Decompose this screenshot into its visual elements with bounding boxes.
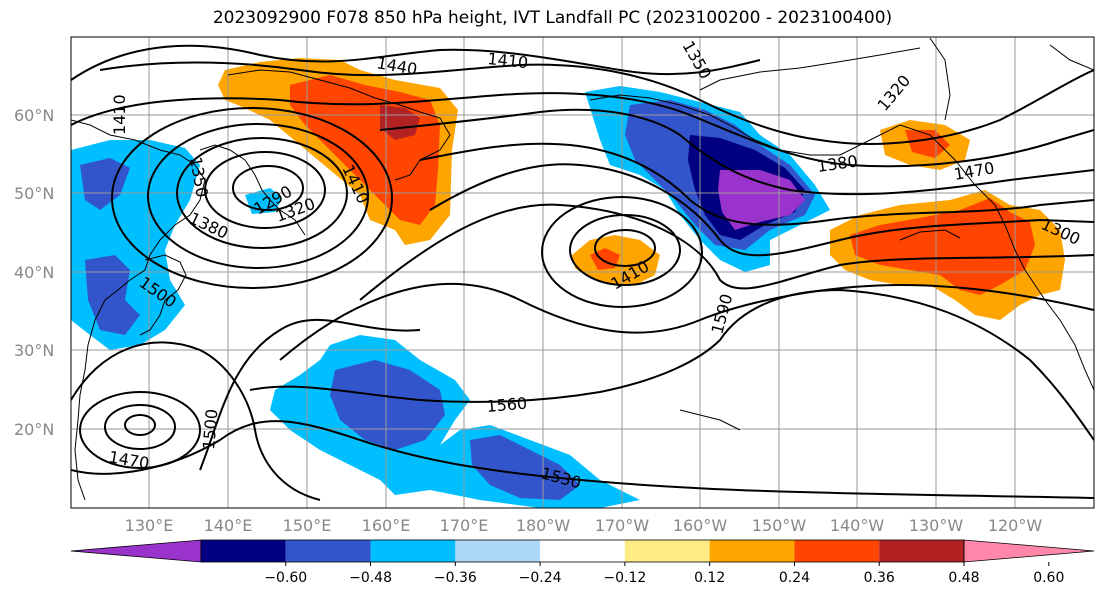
colorbar-extend-high bbox=[963, 539, 1095, 563]
colorbar-swatch bbox=[285, 540, 371, 562]
lon-label-150w: 150°W bbox=[752, 516, 807, 535]
colorbar-tick-label: 0.12 bbox=[694, 570, 725, 586]
map-title: 2023092900 F078 850 hPa height, IVT Land… bbox=[212, 8, 893, 28]
lat-label-40: 40°N bbox=[14, 263, 54, 282]
lon-label-130e: 130°E bbox=[125, 516, 174, 535]
colorbar-tick-label: 0.48 bbox=[948, 570, 979, 586]
contour-label-1410-west: 1410 bbox=[110, 94, 129, 135]
lon-label-130w: 130°W bbox=[909, 516, 964, 535]
lon-label-170e: 170°E bbox=[440, 516, 489, 535]
colorbar-swatch bbox=[879, 540, 964, 562]
lon-label-140e: 140°E bbox=[204, 516, 253, 535]
colorbar-extend-low bbox=[70, 539, 202, 563]
contour-label-1590: 1590 bbox=[708, 292, 737, 336]
map-frame bbox=[70, 36, 1095, 509]
coastlines bbox=[71, 37, 1094, 501]
colorbar-swatch bbox=[540, 540, 625, 562]
height-contours bbox=[71, 44, 1094, 501]
colorbar-frame bbox=[200, 539, 965, 563]
contour-label-1470-south: 1470 bbox=[107, 447, 150, 473]
colorbar bbox=[70, 539, 1095, 563]
colorbar-tick-label: −0.24 bbox=[519, 570, 562, 586]
colorbar-tick-label: 0.60 bbox=[1033, 570, 1064, 586]
lon-label-150e: 150°E bbox=[283, 516, 332, 535]
contour-label-1410-north: 1410 bbox=[487, 49, 529, 72]
colorbar-tick-label: −0.36 bbox=[434, 570, 477, 586]
negative-anomaly-south-core2 bbox=[470, 435, 580, 500]
negative-anomaly-south bbox=[270, 335, 640, 508]
contour-label-1320-ne: 1320 bbox=[874, 71, 915, 114]
latitude-labels: 60°N 50°N 40°N 30°N 20°N bbox=[14, 106, 54, 439]
positive-anomaly-northwest-peak bbox=[380, 105, 420, 140]
colorbar-swatch bbox=[370, 540, 456, 562]
colorbar-swatch bbox=[794, 540, 880, 562]
lat-label-50: 50°N bbox=[14, 184, 54, 203]
contour-label-1560: 1560 bbox=[486, 394, 528, 416]
longitude-labels: 130°E 140°E 150°E 160°E 170°E 180°W 170°… bbox=[125, 516, 1043, 535]
contour-label-1380-west: 1380 bbox=[186, 208, 231, 242]
lat-label-20: 20°N bbox=[14, 420, 54, 439]
colorbar-tick-label: 0.36 bbox=[864, 570, 895, 586]
colorbar-swatch bbox=[455, 540, 541, 562]
colorbar-tick-label: −0.12 bbox=[603, 570, 646, 586]
lon-label-160w: 160°W bbox=[673, 516, 728, 535]
contour-label-1500-south: 1500 bbox=[199, 408, 221, 450]
lon-label-170w: 170°W bbox=[595, 516, 650, 535]
colorbar-ticks: −0.60 −0.48 −0.36 −0.24 −0.12 0.12 0.24 0.36 0.4… bbox=[264, 562, 1064, 586]
lon-label-180w: 180°W bbox=[516, 516, 571, 535]
lon-label-120w: 120°W bbox=[988, 516, 1043, 535]
colorbar-swatch bbox=[624, 540, 710, 562]
lon-label-160e: 160°E bbox=[362, 516, 411, 535]
negative-anomaly-south-core bbox=[330, 360, 445, 450]
colorbar-swatch bbox=[201, 540, 286, 562]
colorbar-swatch bbox=[709, 540, 795, 562]
lon-label-140w: 140°W bbox=[830, 516, 885, 535]
lat-label-60: 60°N bbox=[14, 106, 54, 125]
colorbar-tick-label: −0.60 bbox=[264, 570, 307, 586]
lat-label-30: 30°N bbox=[14, 341, 54, 360]
negative-anomaly-west-core2 bbox=[85, 255, 140, 335]
negative-anomaly-alaska-core bbox=[718, 170, 805, 230]
contour-label-1350-north: 1350 bbox=[679, 38, 716, 83]
colorbar-tick-label: 0.24 bbox=[779, 570, 810, 586]
colorbar-tick-label: −0.48 bbox=[349, 570, 392, 586]
